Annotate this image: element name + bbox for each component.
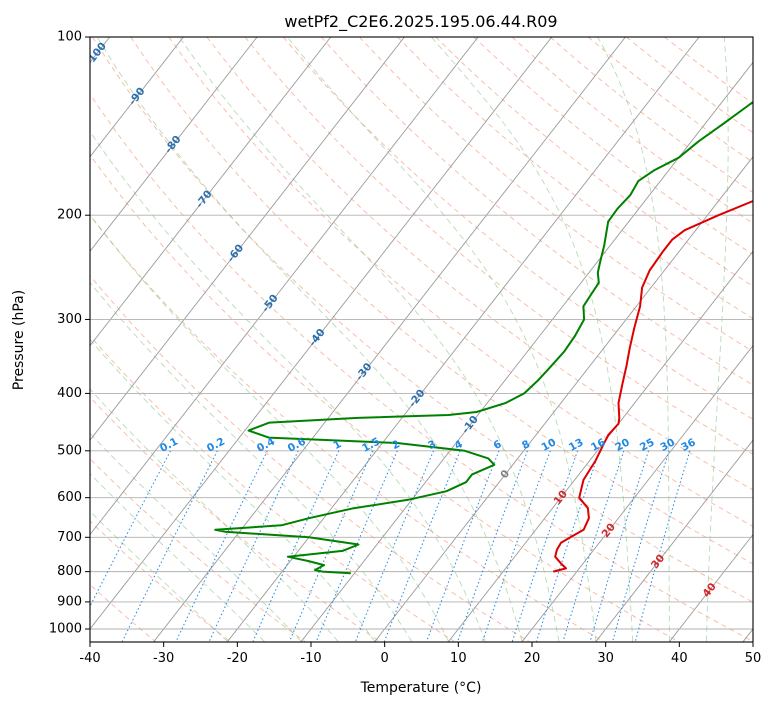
mixing-ratio-line xyxy=(426,450,500,642)
x-tick-label: 40 xyxy=(671,651,688,666)
chart-title: wetPf2_C2E6.2025.195.06.44.R09 xyxy=(284,12,557,32)
x-tick-label: 10 xyxy=(450,651,467,666)
dry-adiabat-line xyxy=(90,520,231,642)
x-tick-label: 20 xyxy=(524,651,541,666)
mixing-ratio-line xyxy=(121,450,218,642)
isotherms xyxy=(90,37,753,642)
isotherm-line xyxy=(595,439,753,642)
x-tick-label: 30 xyxy=(597,651,614,666)
dry-adiabat-line xyxy=(90,214,604,642)
moist-adiabat-line xyxy=(705,37,729,642)
mixing-ratio-line xyxy=(589,450,650,642)
isotherm-line xyxy=(300,61,753,642)
y-tick-label: 700 xyxy=(57,530,82,545)
dry-adiabat-line xyxy=(130,37,753,565)
dry-adiabat-line xyxy=(90,93,753,642)
x-tick-label: 50 xyxy=(745,651,762,666)
mixing-ratio-lines xyxy=(90,450,691,642)
mixing-ratio-line xyxy=(208,450,299,642)
y-tick-label: 100 xyxy=(57,30,82,45)
x-axis-title: Temperature (°C) xyxy=(360,680,482,696)
mixing-ratio-line xyxy=(536,450,601,642)
isotherm-line xyxy=(448,250,753,642)
moist-adiabat-line xyxy=(430,37,634,642)
isotherm-line xyxy=(374,156,753,642)
dewpoint-line xyxy=(214,101,753,575)
y-tick-label: 500 xyxy=(57,443,82,458)
temperature-line xyxy=(552,199,753,573)
y-tick-label: 1000 xyxy=(49,622,82,637)
dry-adiabat-line xyxy=(90,458,306,642)
isotherm-line xyxy=(90,37,258,252)
moist-adiabat-line xyxy=(90,214,449,642)
isotherm-line xyxy=(227,37,700,642)
dry-adiabat-line xyxy=(90,274,530,642)
mixing-ratio-line xyxy=(175,450,268,642)
moist-adiabat-line xyxy=(597,37,670,642)
y-tick-label: 200 xyxy=(57,208,82,223)
moist-adiabat-line xyxy=(90,338,376,642)
x-tick-label: -30 xyxy=(153,651,174,666)
moist-adiabat-line xyxy=(178,37,560,642)
y-tick-label: 800 xyxy=(57,564,82,579)
moist-adiabat-line xyxy=(90,472,265,642)
mixing-ratio-line xyxy=(383,450,461,642)
plot-area: 0.1 0.2 0.4 0.6 1 1.5 2 3 4 6 8 10 13 16 20 25 30 36-100-… xyxy=(90,37,753,642)
isotherm-line xyxy=(90,37,553,630)
plot-frame xyxy=(89,36,754,643)
moist-adiabat-line xyxy=(96,37,523,642)
dry-adiabat-line xyxy=(92,37,753,603)
x-tick-label: 0 xyxy=(381,651,389,666)
y-axis-ticks: 100 200 300 400 500 600 700 800 900 1000 xyxy=(49,30,90,637)
moist-adiabat-line xyxy=(286,37,597,642)
moist-adiabat-line xyxy=(90,432,302,642)
dry-adiabat-line xyxy=(90,335,455,642)
pressure-gridlines xyxy=(90,37,753,630)
moist-adiabat-line xyxy=(90,510,228,642)
moist-adiabat-line xyxy=(90,130,486,642)
x-tick-label: -10 xyxy=(300,651,321,666)
isotherm-line xyxy=(521,344,753,642)
dry-adiabat-line xyxy=(90,584,156,642)
isotherm-line xyxy=(90,37,479,536)
sounding-series xyxy=(214,101,753,575)
mixing-ratio-line xyxy=(612,450,670,642)
x-tick-label: -40 xyxy=(79,651,100,666)
x-tick-label: -20 xyxy=(227,651,248,666)
x-axis-ticks: -40 -30 -20 -10 0 10 20 30 40 50 xyxy=(79,642,761,666)
y-tick-label: 400 xyxy=(57,386,82,401)
isotherm-line xyxy=(90,37,184,158)
mixing-ratio-line xyxy=(511,450,579,642)
isotherm-line xyxy=(90,37,405,441)
dry-adiabat-line xyxy=(168,37,753,528)
moist-adiabat-line xyxy=(90,281,413,642)
mixing-ratio-line xyxy=(457,450,528,642)
mixing-ratio-line xyxy=(634,450,691,642)
y-axis-title: Pressure (hPa) xyxy=(11,290,27,390)
isotherm-line xyxy=(153,37,626,642)
y-tick-label: 900 xyxy=(57,594,82,609)
dry-adiabats xyxy=(90,37,753,642)
isotherm-line xyxy=(669,533,753,642)
y-tick-label: 600 xyxy=(57,490,82,505)
y-tick-label: 300 xyxy=(57,312,82,327)
mixing-ratio-line xyxy=(355,450,434,642)
isotherm-line xyxy=(90,37,332,347)
mixing-ratio-line xyxy=(90,450,171,608)
moist-adiabats xyxy=(90,37,729,642)
